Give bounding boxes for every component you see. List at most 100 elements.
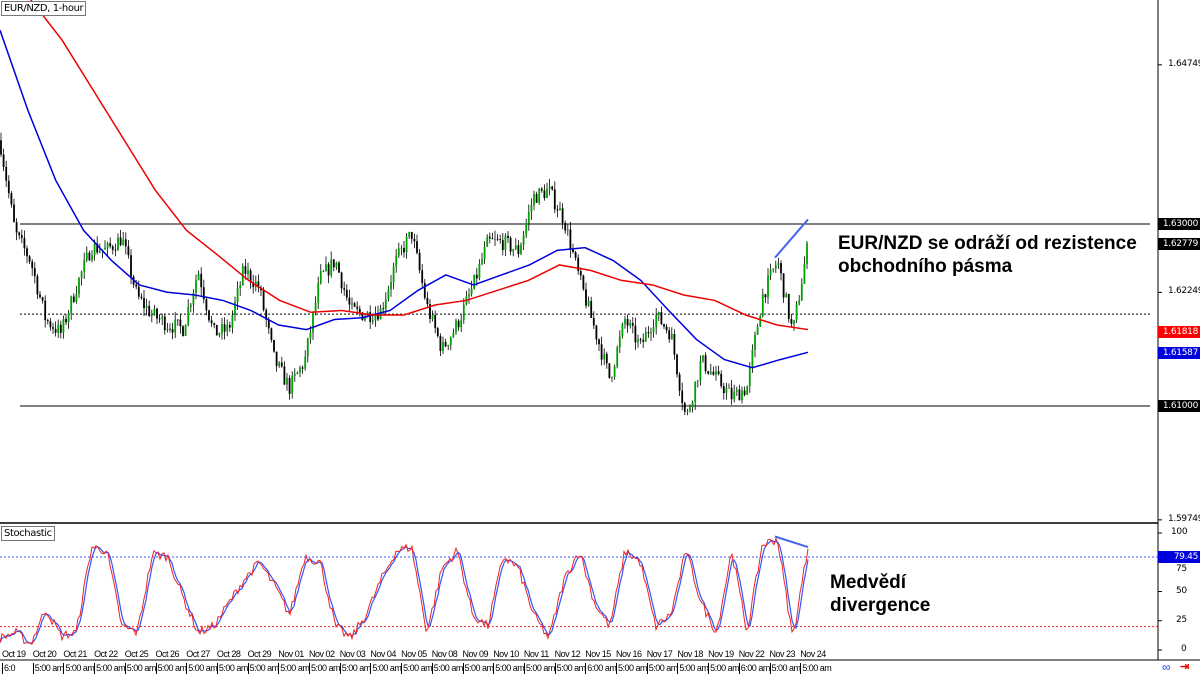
price-tag: 1.61000 [1158,400,1200,412]
price-tag: 1.61587 [1158,346,1200,359]
candle-body [504,235,507,251]
candle-body [478,263,481,279]
ma-fast-line [0,29,809,369]
candle-body [140,296,143,299]
candle-body [392,266,395,283]
candle-body [325,264,327,272]
candle-body [221,324,223,334]
candle-body [795,304,798,321]
candle-body [449,337,452,346]
stoch-tick-label: 50 [1176,585,1187,596]
date-label: Oct 25 [124,649,149,659]
stoch-tick-label: 0 [1181,644,1187,654]
candle-body [517,245,520,255]
candle-body [637,339,639,343]
candle-body [486,236,489,247]
candle-body [54,328,57,333]
time-label: 5:00 am [247,663,279,674]
candle-body [166,328,169,331]
candle-body [525,223,528,235]
candle-body [673,333,676,355]
candle-body [65,318,67,323]
candle-body [200,273,203,288]
candle-body [291,375,294,394]
candle-body [231,314,234,328]
candle-body [803,264,806,284]
candle-body [319,271,322,284]
candle-body [150,314,153,317]
link-icon[interactable]: ∞ [1162,660,1171,674]
candle-body [400,247,403,249]
candle-body [582,275,585,290]
candle-body [691,402,694,408]
candle-body [715,371,717,375]
candle-body [522,234,525,245]
candle-body [228,324,231,328]
date-label: Nov 02 [309,649,335,659]
candle-body [5,166,8,181]
candle-body [356,306,359,309]
candle-body [663,324,665,327]
date-label: Oct 29 [247,649,272,659]
stoch-tick-label: 25 [1176,614,1187,625]
candles [0,132,808,416]
candle-body [748,366,751,387]
candle-body [124,239,127,247]
candle-body [743,390,746,395]
candle-body [785,294,788,298]
candle-body [733,391,736,400]
candle-body [455,320,457,333]
candle-body [535,194,538,203]
date-label: Nov 18 [677,649,703,659]
candle-body [746,386,749,395]
candle-body [72,296,75,302]
candle-body [283,366,286,385]
date-label: Oct 26 [155,649,180,659]
candle-body [293,374,296,376]
candle-body [800,283,803,301]
candle-body [447,345,450,347]
candle-body [652,327,655,333]
candle-body [382,308,385,310]
candle-body [429,304,431,319]
candle-body [475,274,478,279]
candle-body [275,351,278,367]
candle-body [751,349,754,367]
candle-body [678,374,681,391]
stoch-d-line [0,539,809,644]
candle-body [436,328,439,337]
candle-body [122,239,125,246]
divergence-annotation: Medvědí divergence [830,572,931,616]
candle-body [361,312,364,321]
date-label: Nov 01 [278,649,304,659]
candle-body [265,309,268,320]
candle-body [442,341,444,351]
time-label: 5:00 am [523,663,555,674]
candle-body [707,371,710,374]
candle-body [96,243,99,253]
candle-body [527,211,530,224]
candle-body [75,294,78,302]
candle-body [600,344,603,360]
candle-body [431,315,434,319]
candle-body [234,301,236,315]
price-tick-label: 1.62249 [1168,286,1200,297]
time-label: 5:00 am [800,663,832,674]
candle-body [546,189,548,199]
candle-body [195,280,197,293]
candle-body [410,232,413,239]
candle-body [18,232,21,236]
candle-body [452,332,455,338]
candle-body [631,322,634,326]
candle-body [306,338,309,357]
scroll-to-end-icon[interactable]: ⇥ [1180,661,1190,673]
candle-body [642,339,645,342]
candle-body [616,347,619,367]
date-label: Oct 28 [216,649,241,659]
candle-body [514,245,517,250]
candle-body [722,386,725,394]
candle-body [499,239,502,241]
candle-body [735,389,738,392]
price-tag: 1.62779 [1158,238,1200,251]
